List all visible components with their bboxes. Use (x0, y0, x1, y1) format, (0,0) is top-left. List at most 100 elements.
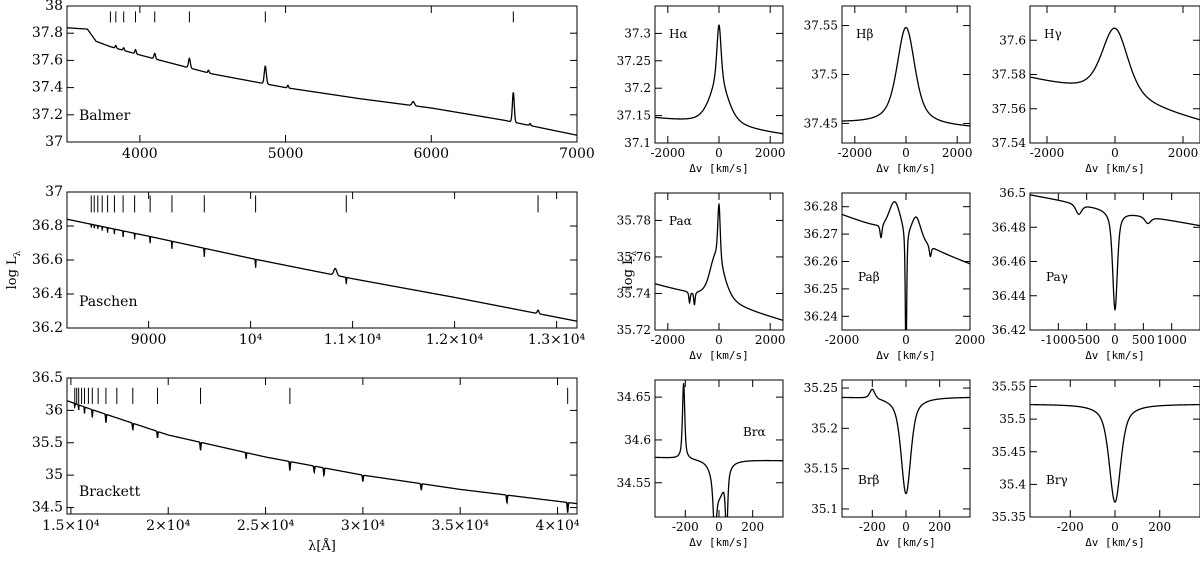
x-tick-label-pab: -2000 (825, 333, 860, 347)
y-tick-label-brb: 35.2 (811, 421, 838, 435)
panel-label-bra: Brα (743, 425, 766, 439)
x-tick-label-ha: 2000 (755, 146, 786, 160)
panel-label-brb: Brβ (858, 473, 880, 487)
y-tick-label-pab: 36.24 (804, 309, 839, 323)
x-tick-label-balmer: 5000 (268, 146, 304, 162)
series-curve-pag (1030, 194, 1200, 312)
y-tick-label-brb: 35.25 (804, 381, 838, 395)
x-axis-title-hg: Δv [km/s] (1085, 162, 1145, 175)
series-curve-brg (1030, 403, 1200, 503)
series-curve-brackett (67, 400, 577, 513)
y-tick-label-paschen: 36.8 (32, 218, 63, 234)
y-tick-label-paa: 35.76 (617, 250, 651, 264)
x-tick-label-hg: -2000 (1030, 146, 1065, 160)
left-y-axis-label: log Lλ (5, 250, 23, 289)
y-tick-label-brackett: 35.5 (32, 435, 63, 451)
y-tick-label-hb: 37.55 (804, 19, 838, 33)
panel-label-pab: Paβ (858, 270, 880, 284)
panel-brackett: 1.5×10⁴ 2×10⁴ 2.5×10⁴ 3×10⁴ 3.5×10⁴ 4×10⁴ 34.5… (32, 370, 580, 554)
y-tick-label-bra: 34.6 (624, 433, 651, 447)
x-tick-label-ha: 0 (715, 146, 723, 160)
x-tick-label-paa: 2000 (755, 333, 786, 347)
x-tick-label-brb: 200 (928, 520, 951, 534)
y-tick-label-balmer: 37.6 (32, 52, 63, 68)
x-tick-label-bra: 0 (715, 520, 723, 534)
y-tick-label-hg: 37.6 (999, 33, 1026, 47)
y-tick-label-pab: 36.28 (804, 200, 838, 214)
x-tick-label-hg: 0 (1111, 146, 1119, 160)
x-tick-label-pag: -500 (1073, 333, 1100, 347)
y-tick-label-brg: 35.55 (992, 380, 1026, 394)
panel-paa: -2000 0 2000 35.72 35.74 35.76 35.78 Paα Δv [km/… (617, 192, 786, 362)
y-tick-label-ha: 37.15 (617, 109, 651, 123)
y-tick-label-ha: 37.3 (624, 26, 651, 40)
x-tick-label-paschen: 1.3×10⁴ (528, 332, 586, 348)
series-curve-hb (842, 26, 970, 127)
x-tick-label-paschen: 1.2×10⁴ (426, 332, 484, 348)
x-axis-title-paa: Δv [km/s] (689, 349, 749, 362)
y-tick-label-brackett: 34.5 (32, 500, 63, 516)
x-tick-label-pab: 2000 (955, 333, 986, 347)
y-tick-label-paa: 35.78 (617, 213, 651, 227)
left-y-axis-label-sub: λ (13, 250, 23, 256)
y-tick-label-bra: 34.65 (617, 390, 651, 404)
panel-ha: -2000 0 2000 37.1 37.15 37.2 37.25 37.3 Hα Δv [km… (617, 5, 786, 175)
x-axis-title-pab: Δv [km/s] (876, 349, 936, 362)
panel-label-ha: Hα (669, 27, 688, 41)
y-tick-label-brackett: 35 (45, 467, 63, 483)
panels: 4000 5000 6000 70003737.237.437.637.838Balm… (32, 0, 1200, 554)
y-tick-label-balmer: 37.4 (32, 80, 63, 96)
y-tick-label-brg: 35.35 (992, 510, 1026, 524)
panel-frame-bra (654, 379, 784, 518)
panel-frame-paschen (66, 191, 578, 329)
x-tick-label-hb: 2000 (942, 146, 973, 160)
panel-paschen: 9000 10⁴ 1.1×10⁴ 1.2×10⁴ 1.3×10⁴ 36.2 36.4 36.6… (32, 184, 586, 348)
x-tick-label-balmer: 6000 (413, 146, 449, 162)
panel-brb: -200 0 200 35.1 35.15 35.2 35.25 Brβ Δv [km/s] (804, 379, 971, 549)
y-tick-label-hb: 37.45 (804, 116, 838, 130)
x-axis-title-brb: Δv [km/s] (876, 536, 936, 549)
x-tick-label-bra: 200 (741, 520, 764, 534)
y-tick-label-brg: 35.4 (999, 477, 1026, 491)
y-tick-label-pag: 36.48 (992, 220, 1026, 234)
x-axis-title-brg: Δv [km/s] (1085, 536, 1145, 549)
x-tick-label-bra: -200 (672, 520, 699, 534)
panel-frame-balmer (66, 5, 578, 143)
panel-frame-brg (1029, 379, 1200, 518)
x-tick-label-brackett: 2.5×10⁴ (237, 518, 295, 534)
panel-hg: -2000 0 2000 37.54 37.56 37.58 37.6 Hγ Δv [km/s] (992, 5, 1200, 175)
x-tick-label-brackett: 1.5×10⁴ (42, 518, 100, 534)
y-tick-label-paa: 35.74 (617, 286, 652, 300)
panel-hb: -2000 0 2000 37.45 37.5 37.55 Hβ Δv [km/s] (804, 5, 973, 175)
left-y-axis-label-main: log L (5, 256, 20, 289)
y-tick-label-hg: 37.56 (992, 102, 1026, 116)
panel-frame-brb (841, 379, 971, 518)
series-curve-paschen (67, 218, 577, 322)
y-tick-label-paschen: 36.2 (32, 320, 63, 336)
y-tick-label-pab: 36.26 (804, 255, 838, 269)
series-curve-balmer (67, 27, 577, 136)
y-tick-label-brackett: 36 (45, 402, 63, 418)
x-tick-label-brb: 0 (902, 520, 910, 534)
panel-label-pag: Paγ (1046, 270, 1068, 284)
panel-label-hb: Hβ (856, 27, 873, 41)
x-tick-label-brg: -200 (1057, 520, 1084, 534)
y-tick-label-pag: 36.44 (992, 289, 1027, 303)
x-tick-label-hg: 2000 (1168, 146, 1199, 160)
x-tick-label-balmer: 4000 (122, 146, 158, 162)
panel-label-balmer: Balmer (79, 108, 131, 124)
x-tick-label-paa: -2000 (651, 333, 686, 347)
panel-label-brg: Brγ (1046, 473, 1068, 487)
x-tick-label-brackett: 4×10⁴ (535, 518, 579, 534)
x-tick-label-pab: 0 (902, 333, 910, 347)
y-tick-label-bra: 34.55 (617, 476, 651, 490)
panel-label-brackett: Brackett (79, 484, 141, 500)
panel-label-paa: Paα (669, 214, 692, 228)
y-tick-label-ha: 37.25 (617, 54, 651, 68)
x-axis-title-ha: Δv [km/s] (689, 162, 749, 175)
x-axis-title-hb: Δv [km/s] (876, 162, 936, 175)
y-tick-label-brg: 35.5 (999, 412, 1026, 426)
middle-y-axis-label-main: log L (621, 256, 636, 289)
y-tick-label-paschen: 36.6 (32, 252, 63, 268)
